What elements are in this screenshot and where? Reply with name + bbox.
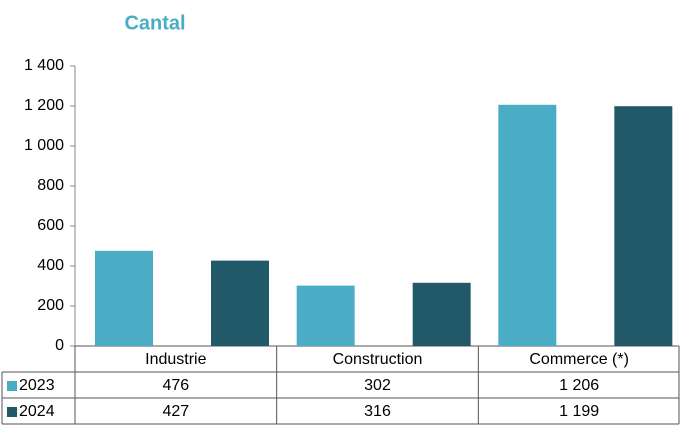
y-tick-label: 1 200 <box>24 97 64 114</box>
legend-label: 2024 <box>19 403 55 420</box>
table-value: 302 <box>364 377 391 394</box>
table-value: 1 199 <box>559 403 599 420</box>
y-tick-label: 600 <box>37 217 64 234</box>
y-tick-label: 0 <box>55 337 64 354</box>
bar <box>498 104 557 346</box>
table-value: 476 <box>162 377 189 394</box>
bar <box>614 106 673 346</box>
table-value: 316 <box>364 403 391 420</box>
y-tick-label: 200 <box>37 297 64 314</box>
bar <box>412 282 471 346</box>
legend-swatch <box>7 381 17 391</box>
y-tick-label: 1 000 <box>24 137 64 154</box>
table-value: 427 <box>162 403 189 420</box>
x-tick-label: Commerce (*) <box>529 351 629 368</box>
x-tick-label: Industrie <box>145 351 206 368</box>
x-tick-label: Construction <box>333 351 423 368</box>
legend-label: 2023 <box>19 377 55 394</box>
table-value: 1 206 <box>559 377 599 394</box>
legend-swatch <box>7 407 17 417</box>
chart-title: Cantal <box>124 12 185 34</box>
y-tick-label: 1 400 <box>24 57 64 74</box>
bar <box>95 250 153 346</box>
bar <box>211 260 269 346</box>
y-tick-label: 800 <box>37 177 64 194</box>
bar <box>296 285 355 346</box>
y-tick-label: 400 <box>37 257 64 274</box>
